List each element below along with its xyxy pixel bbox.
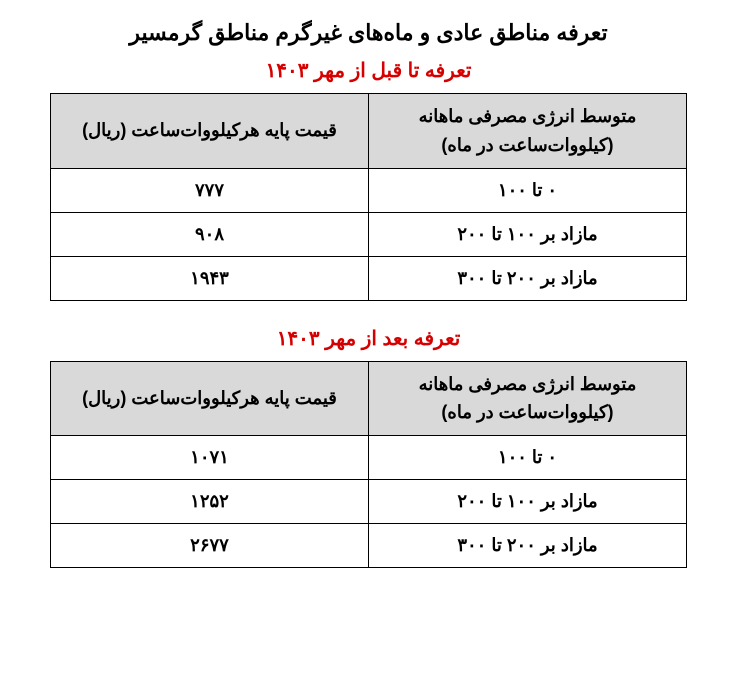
table-section-after: تعرفه بعد از مهر ۱۴۰۳ متوسط انرژی مصرفی … [50,326,687,569]
cell-consumption: مازاد بر ۲۰۰ تا ۳۰۰ [369,256,687,300]
table-row: ۰ تا ۱۰۰ ۱۰۷۱ [51,436,687,480]
table-header-row: متوسط انرژی مصرفی ماهانه (کیلووات‌ساعت د… [51,94,687,169]
col-header-price: قیمت پایه هرکیلووات‌ساعت (ریال) [51,361,369,436]
cell-price: ۱۹۴۳ [51,256,369,300]
table-row: مازاد بر ۱۰۰ تا ۲۰۰ ۹۰۸ [51,212,687,256]
main-title: تعرفه مناطق عادی و ماه‌های غیرگرم مناطق … [50,20,687,46]
table-row: مازاد بر ۲۰۰ تا ۳۰۰ ۲۶۷۷ [51,524,687,568]
cell-consumption: مازاد بر ۲۰۰ تا ۳۰۰ [369,524,687,568]
table-row: مازاد بر ۱۰۰ تا ۲۰۰ ۱۲۵۲ [51,480,687,524]
cell-price: ۲۶۷۷ [51,524,369,568]
cell-consumption: مازاد بر ۱۰۰ تا ۲۰۰ [369,480,687,524]
subtitle-after: تعرفه بعد از مهر ۱۴۰۳ [50,326,687,351]
table-row: مازاد بر ۲۰۰ تا ۳۰۰ ۱۹۴۳ [51,256,687,300]
cell-price: ۱۲۵۲ [51,480,369,524]
table-row: ۰ تا ۱۰۰ ۷۷۷ [51,168,687,212]
cell-consumption: ۰ تا ۱۰۰ [369,168,687,212]
col-header-price: قیمت پایه هرکیلووات‌ساعت (ریال) [51,94,369,169]
col-header-consumption: متوسط انرژی مصرفی ماهانه (کیلووات‌ساعت د… [369,361,687,436]
table-section-before: تعرفه تا قبل از مهر ۱۴۰۳ متوسط انرژی مصر… [50,58,687,301]
col-header-consumption: متوسط انرژی مصرفی ماهانه (کیلووات‌ساعت د… [369,94,687,169]
table-header-row: متوسط انرژی مصرفی ماهانه (کیلووات‌ساعت د… [51,361,687,436]
subtitle-before: تعرفه تا قبل از مهر ۱۴۰۳ [50,58,687,83]
tariff-table-before: متوسط انرژی مصرفی ماهانه (کیلووات‌ساعت د… [50,93,687,301]
cell-consumption: ۰ تا ۱۰۰ [369,436,687,480]
tariff-table-after: متوسط انرژی مصرفی ماهانه (کیلووات‌ساعت د… [50,361,687,569]
cell-price: ۷۷۷ [51,168,369,212]
cell-consumption: مازاد بر ۱۰۰ تا ۲۰۰ [369,212,687,256]
cell-price: ۹۰۸ [51,212,369,256]
cell-price: ۱۰۷۱ [51,436,369,480]
